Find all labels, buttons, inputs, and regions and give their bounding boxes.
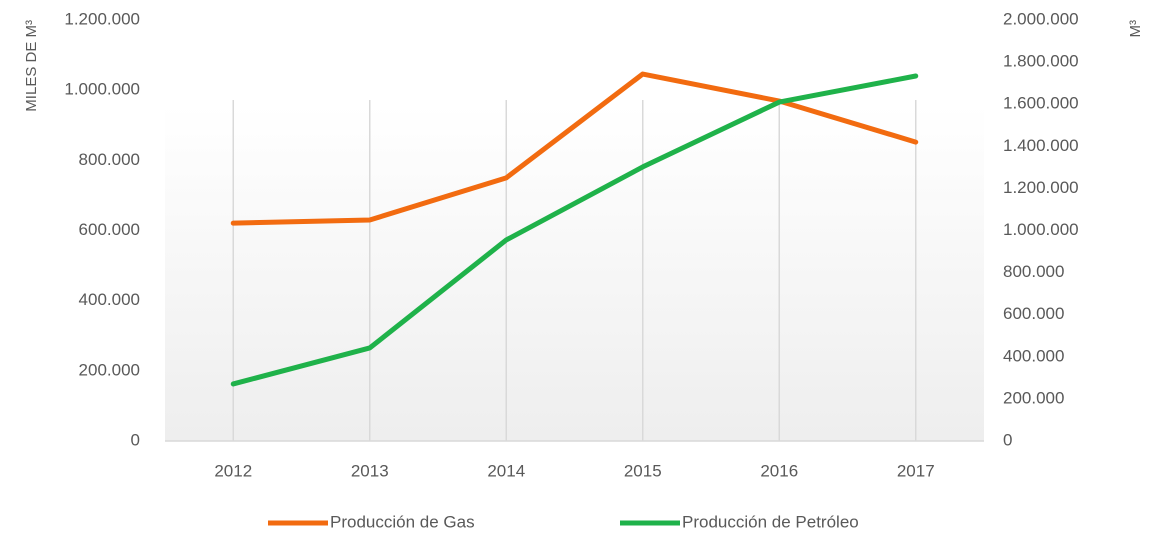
y2-tick-label: 600.000 bbox=[1003, 304, 1064, 323]
y2-tick-label: 1.200.000 bbox=[1003, 178, 1079, 197]
y-tick-label: 200.000 bbox=[79, 360, 140, 379]
y2-tick-label: 400.000 bbox=[1003, 346, 1064, 365]
y2-tick-label: 800.000 bbox=[1003, 262, 1064, 281]
y2-tick-label: 1.000.000 bbox=[1003, 220, 1079, 239]
line-series bbox=[230, 73, 919, 387]
x-tick-label: 2015 bbox=[624, 461, 662, 480]
legend-label: Producción de Petróleo bbox=[682, 512, 859, 531]
y-tick-label: 0 bbox=[131, 430, 140, 449]
y2-tick-label: 2.000.000 bbox=[1003, 9, 1079, 28]
y2-tick-label: 1.600.000 bbox=[1003, 94, 1079, 113]
y2-tick-label: 1.800.000 bbox=[1003, 52, 1079, 71]
x-tick-label: 2016 bbox=[760, 461, 798, 480]
y-tick-label: 800.000 bbox=[79, 150, 140, 169]
line-series bbox=[230, 71, 919, 226]
y-tick-label: 1.000.000 bbox=[64, 80, 140, 99]
y2-axis-title: M³ bbox=[1127, 20, 1144, 38]
y-tick-label: 600.000 bbox=[79, 220, 140, 239]
x-tick-label: 2012 bbox=[214, 461, 252, 480]
plot-area bbox=[165, 20, 984, 441]
y-tick-label: 400.000 bbox=[79, 290, 140, 309]
y2-tick-label: 0 bbox=[1003, 430, 1012, 449]
x-tick-label: 2013 bbox=[351, 461, 389, 480]
y-tick-label: 1.200.000 bbox=[64, 9, 140, 28]
y2-tick-label: 200.000 bbox=[1003, 388, 1064, 407]
y-axis-title: MILES DE M³ bbox=[23, 20, 40, 112]
y2-tick-label: 1.400.000 bbox=[1003, 136, 1079, 155]
legend-label: Producción de Gas bbox=[330, 512, 475, 531]
x-tick-label: 2014 bbox=[487, 461, 525, 480]
x-tick-label: 2017 bbox=[897, 461, 935, 480]
